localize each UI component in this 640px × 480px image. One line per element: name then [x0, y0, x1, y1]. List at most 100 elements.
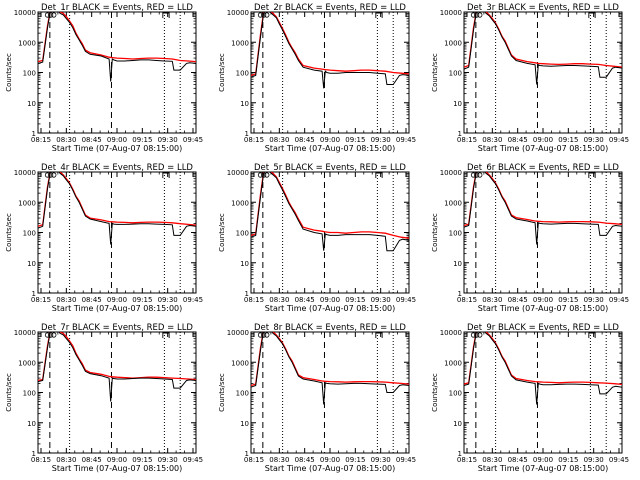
x-tick-label: 09:15 [345, 136, 365, 144]
y-tick-label: 10 [240, 420, 249, 428]
x-tick-label: 09:45 [609, 456, 629, 464]
x-axis-label: Start Time (07-Aug-07 08:15:00) [52, 464, 183, 473]
x-axis-label: Start Time (07-Aug-07 08:15:00) [265, 144, 396, 153]
x-tick-label: 09:00 [533, 296, 553, 304]
y-tick-label: 1000 [18, 199, 36, 207]
series-line-lld [464, 332, 622, 386]
top-marker [264, 332, 270, 338]
x-tick-label: 09:30 [584, 136, 604, 144]
x-tick-label: 09:00 [320, 136, 340, 144]
top-marker [261, 12, 267, 18]
series-line-events [251, 12, 409, 89]
y-axis-label: Counts/sec [218, 213, 226, 252]
plot-frame [463, 331, 623, 454]
y-axis-label: Counts/sec [431, 53, 439, 92]
x-tick-label: 09:30 [371, 136, 391, 144]
y-tick-label: 100 [236, 390, 249, 398]
top-marker [477, 12, 483, 18]
y-tick-label: 100 [449, 70, 462, 78]
y-tick-label: 10 [27, 260, 36, 268]
x-tick-label: 09:45 [396, 296, 416, 304]
plot-area [251, 172, 409, 293]
y-tick-label: 10000 [227, 169, 249, 177]
top-marker [470, 12, 477, 18]
chart-title: Det_7r BLACK = Events, RED = LLD [41, 323, 193, 333]
plot-area [464, 12, 622, 133]
x-tick-label: 08:30 [482, 296, 502, 304]
x-tick-label: 08:15 [244, 456, 264, 464]
plot-area [38, 332, 196, 453]
y-tick-label: 1 [32, 290, 36, 298]
series-line-lld [38, 12, 196, 63]
x-tick-label: 09:30 [371, 456, 391, 464]
x-tick-label: 09:00 [107, 136, 127, 144]
y-tick-label: 1 [458, 130, 462, 138]
y-tick-label: 10 [453, 100, 462, 108]
top-marker [261, 172, 267, 178]
chart-panel-1: Det_1r BLACK = Events, RED = LLD 1 10 100 10… [5, 3, 203, 153]
y-tick-label: 1000 [18, 39, 36, 47]
y-tick-label: 100 [449, 390, 462, 398]
x-tick-label: 09:00 [107, 456, 127, 464]
y-tick-label: 10 [27, 100, 36, 108]
series-line-lld [38, 332, 196, 382]
y-tick-label: 100 [236, 70, 249, 78]
top-marker [44, 332, 51, 338]
x-tick-label: 09:15 [558, 136, 578, 144]
x-tick-label: 08:45 [508, 456, 528, 464]
x-tick-label: 09:30 [584, 296, 604, 304]
y-tick-label: 10 [240, 100, 249, 108]
y-tick-label: 10000 [14, 329, 36, 337]
top-marker [257, 332, 264, 338]
top-bracket [588, 172, 596, 178]
series-line-lld [38, 172, 196, 227]
y-tick-label: 1000 [444, 39, 462, 47]
series-line-lld [464, 12, 622, 68]
plot-frame [37, 171, 197, 294]
plot-frame [463, 171, 623, 294]
top-marker [257, 172, 264, 178]
top-bracket [588, 332, 596, 338]
top-marker [264, 12, 270, 18]
y-axis-label: Counts/sec [5, 213, 13, 252]
y-tick-label: 1 [245, 290, 249, 298]
x-tick-label: 08:30 [269, 296, 289, 304]
plot-area [464, 172, 622, 293]
top-marker [477, 332, 483, 338]
y-tick-label: 100 [23, 70, 36, 78]
series-line-events [38, 172, 196, 245]
x-tick-label: 08:30 [56, 456, 76, 464]
series-line-events [251, 172, 409, 252]
plot-frame [250, 11, 410, 134]
x-tick-label: 09:45 [183, 456, 203, 464]
x-tick-label: 09:15 [132, 136, 152, 144]
y-tick-label: 100 [236, 230, 249, 238]
chart-panel-4: Det_4r BLACK = Events, RED = LLD 1 10 100 10… [5, 163, 203, 313]
y-axis-label: Counts/sec [431, 213, 439, 252]
x-tick-label: 08:15 [457, 296, 477, 304]
series-line-events [464, 172, 622, 245]
x-tick-label: 08:45 [295, 296, 315, 304]
y-tick-label: 100 [449, 230, 462, 238]
top-bracket [375, 332, 383, 338]
y-tick-label: 10000 [14, 169, 36, 177]
x-tick-label: 08:15 [31, 456, 51, 464]
plot-frame [37, 331, 197, 454]
chart-panel-2: Det_2r BLACK = Events, RED = LLD 1 10 100 10… [218, 3, 416, 153]
x-tick-label: 09:15 [558, 296, 578, 304]
chart-panel-6: Det_6r BLACK = Events, RED = LLD 1 10 100 10… [431, 163, 629, 313]
top-marker [48, 12, 54, 18]
x-tick-label: 09:00 [320, 296, 340, 304]
series-line-events [464, 332, 622, 405]
x-tick-label: 08:15 [244, 296, 264, 304]
y-tick-label: 1000 [444, 359, 462, 367]
chart-title: Det_8r BLACK = Events, RED = LLD [254, 323, 406, 333]
chart-panel-3: Det_3r BLACK = Events, RED = LLD 1 10 100 10… [431, 3, 629, 153]
top-marker [51, 332, 57, 338]
top-marker [51, 172, 57, 178]
series-line-lld [251, 332, 409, 387]
chart-panel-5: Det_5r BLACK = Events, RED = LLD 1 10 100 10… [218, 163, 416, 313]
y-tick-label: 1 [245, 450, 249, 458]
y-tick-label: 1000 [231, 199, 249, 207]
x-tick-label: 08:15 [244, 136, 264, 144]
